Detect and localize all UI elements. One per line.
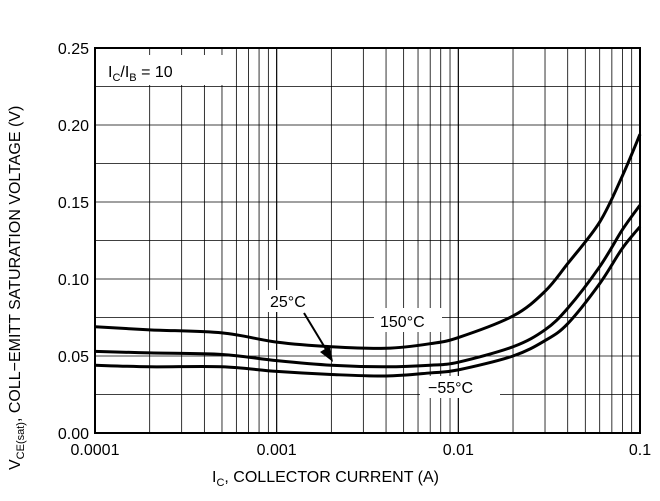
x-tick-label: 0.1 xyxy=(629,442,651,459)
condition-label-box xyxy=(100,55,230,85)
y-tick-label: 0.25 xyxy=(58,41,89,58)
series-label-box-25 xyxy=(262,290,326,312)
y-tick-label: 0.00 xyxy=(58,426,89,443)
y-tick-label: 0.20 xyxy=(58,118,89,135)
series-layer xyxy=(94,133,642,378)
plot-frame xyxy=(94,47,641,434)
x-tick-label: 0.01 xyxy=(443,442,474,459)
x-tick-label: 0.0001 xyxy=(71,442,120,459)
y-tick-label: 0.15 xyxy=(58,195,89,212)
y-tick-label: 0.10 xyxy=(58,272,89,289)
tick-labels: 0.0001 0.001 0.01 0.1 0.00 0.05 0.10 0.15 0.20 0.… xyxy=(58,41,651,459)
y-tick-label: 0.05 xyxy=(58,349,89,366)
x-tick-label: 0.001 xyxy=(257,442,297,459)
series-label-minus55c: −55°C xyxy=(428,380,473,397)
series-line-1 xyxy=(94,204,642,369)
series-line-0 xyxy=(94,133,642,350)
series-label-150c: 150°C xyxy=(380,314,425,331)
x-axis-title: IC, COLLECTOR CURRENT (A) xyxy=(212,469,439,489)
grid xyxy=(95,48,640,433)
series-label-box-55 xyxy=(420,376,500,398)
y-axis-title: VCE(sat), COLL−EMITT SATURATION VOLTAGE … xyxy=(7,106,27,470)
series-label-box-150 xyxy=(374,308,442,332)
series-label-25c-arrowhead xyxy=(320,346,333,362)
condition-label: IC/IB = 10 xyxy=(108,64,173,84)
series-line-2 xyxy=(94,225,642,378)
series-label-25c: 25°C xyxy=(270,294,306,311)
